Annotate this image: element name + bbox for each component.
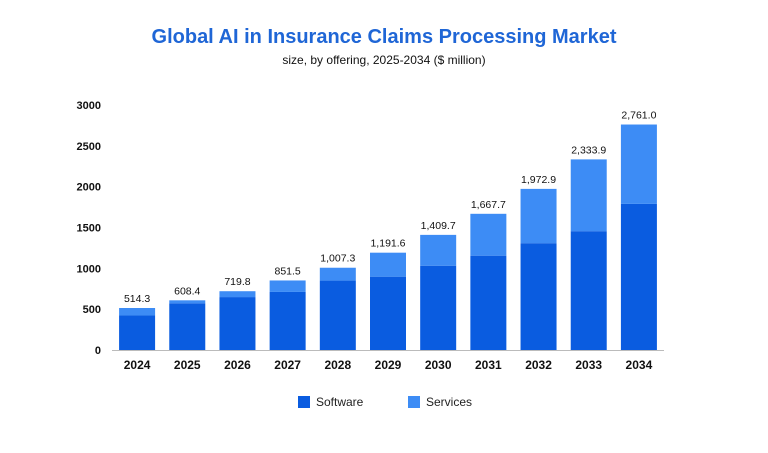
bar-services-2029: [370, 252, 406, 277]
bar-software-2032: [520, 243, 557, 350]
legend-label-services: Services: [426, 395, 473, 409]
bar-services-2033: [570, 159, 607, 232]
x-tick-label-2028: 2028: [324, 358, 351, 372]
chart-title: Global AI in Insurance Claims Processing…: [151, 26, 617, 48]
chart-subtitle: size, by offering, 2025-2034 ($ million): [282, 53, 486, 67]
legend-label-software: Software: [316, 395, 364, 409]
bar-services-2026: [219, 291, 256, 298]
legend-swatch-services: [408, 396, 420, 408]
y-tick-label: 2500: [77, 141, 101, 153]
bar-services-2027: [269, 280, 306, 292]
data-label-total-2028: 1,007.3: [320, 253, 355, 265]
bar-services-2030: [420, 234, 457, 266]
bar-services-2028: [319, 267, 356, 281]
x-tick-label-2024: 2024: [124, 358, 151, 372]
legend-item-software: Software: [298, 395, 363, 409]
data-label-total-2024: 514.3: [124, 293, 150, 305]
bar-software-2028: [319, 280, 356, 350]
data-label-total-2029: 1,191.6: [370, 238, 405, 250]
bar-services-2032: [520, 188, 557, 244]
bar-services-2031: [470, 213, 507, 256]
x-tick-label-2030: 2030: [425, 358, 452, 372]
bar-software-2031: [470, 255, 507, 350]
data-label-total-2031: 1,667.7: [471, 199, 506, 211]
x-tick-label-2025: 2025: [174, 358, 201, 372]
x-tick-label-2034: 2034: [626, 358, 653, 372]
y-tick-label: 1500: [77, 223, 101, 235]
data-label-total-2026: 719.8: [224, 276, 250, 288]
x-tick-label-2029: 2029: [375, 358, 402, 372]
data-label-total-2027: 851.5: [274, 265, 300, 277]
data-label-total-2025: 608.4: [174, 285, 200, 297]
legend-item-services: Services: [408, 395, 472, 409]
data-label-total-2032: 1,972.9: [521, 174, 556, 186]
bar-services-2034: [620, 124, 657, 204]
y-tick-label: 2000: [77, 182, 101, 194]
x-tick-label-2027: 2027: [274, 358, 301, 372]
bar-software-2033: [570, 231, 607, 350]
x-tick-label-2026: 2026: [224, 358, 251, 372]
x-tick-label-2033: 2033: [575, 358, 602, 372]
x-tick-label-2032: 2032: [525, 358, 552, 372]
bar-services-2024: [119, 307, 156, 316]
y-tick-label: 3000: [77, 100, 101, 112]
x-tick-label-2031: 2031: [475, 358, 502, 372]
y-tick-label: 0: [95, 345, 101, 357]
bar-software-2024: [119, 315, 156, 350]
legend-swatch-software: [298, 396, 310, 408]
bar-services-2025: [169, 300, 206, 304]
chart-legend: Software Services: [0, 395, 768, 411]
bar-software-2030: [420, 265, 457, 350]
y-tick-label: 1000: [77, 263, 101, 275]
bar-software-2034: [620, 203, 657, 350]
data-label-total-2033: 2,333.9: [571, 144, 606, 156]
bar-software-2026: [219, 297, 256, 350]
data-label-total-2030: 1,409.7: [421, 220, 456, 232]
bar-software-2027: [269, 291, 306, 350]
y-tick-label: 500: [83, 304, 101, 316]
bar-software-2029: [370, 276, 406, 350]
bar-software-2025: [169, 303, 206, 350]
data-label-total-2034: 2,761.0: [621, 110, 656, 122]
